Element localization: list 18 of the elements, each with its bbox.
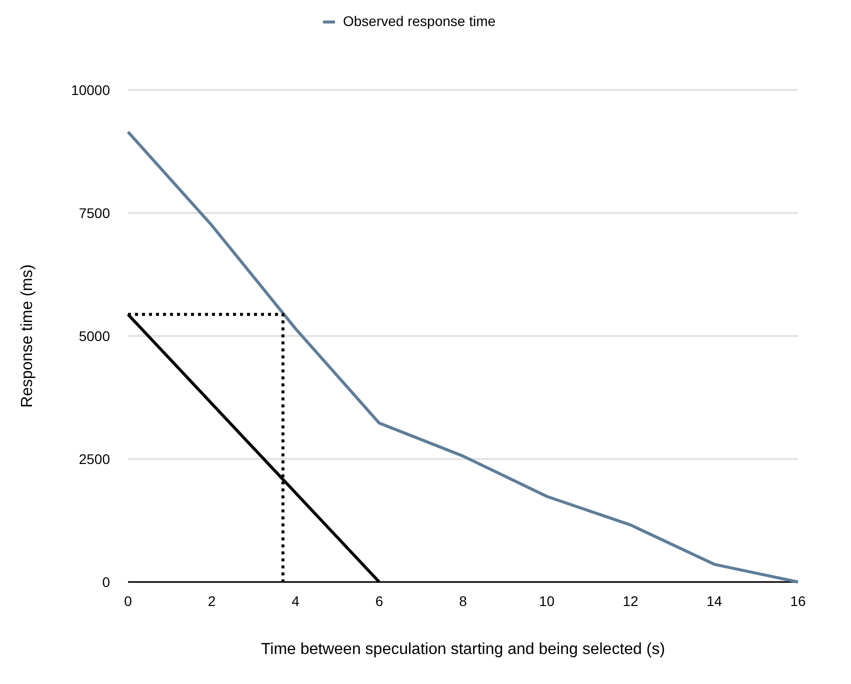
y-tick-label: 0 [102, 574, 110, 590]
x-tick-label: 12 [622, 593, 638, 609]
x-tick-label: 4 [292, 593, 300, 609]
y-tick-label: 10000 [71, 82, 110, 98]
x-tick-label: 0 [124, 593, 132, 609]
x-axis-title: Time between speculation starting and being selected (s) [260, 641, 666, 658]
y-tick-label: 7500 [78, 204, 110, 221]
x-tick-label: 16 [790, 593, 806, 609]
line-series [126, 130, 800, 584]
x-tick-label: 6 [375, 593, 384, 609]
x-tick-label: 10 [538, 593, 555, 609]
legend-label: Observed response time [343, 13, 496, 29]
y-axis-title: Response time (ms) [19, 264, 36, 408]
y-tick-label: 5000 [78, 328, 110, 344]
x-tick-label: 8 [459, 593, 468, 609]
x-tick-label: 14 [706, 593, 722, 609]
y-tick-label: 2500 [78, 450, 110, 467]
x-tick-label: 2 [208, 593, 216, 609]
